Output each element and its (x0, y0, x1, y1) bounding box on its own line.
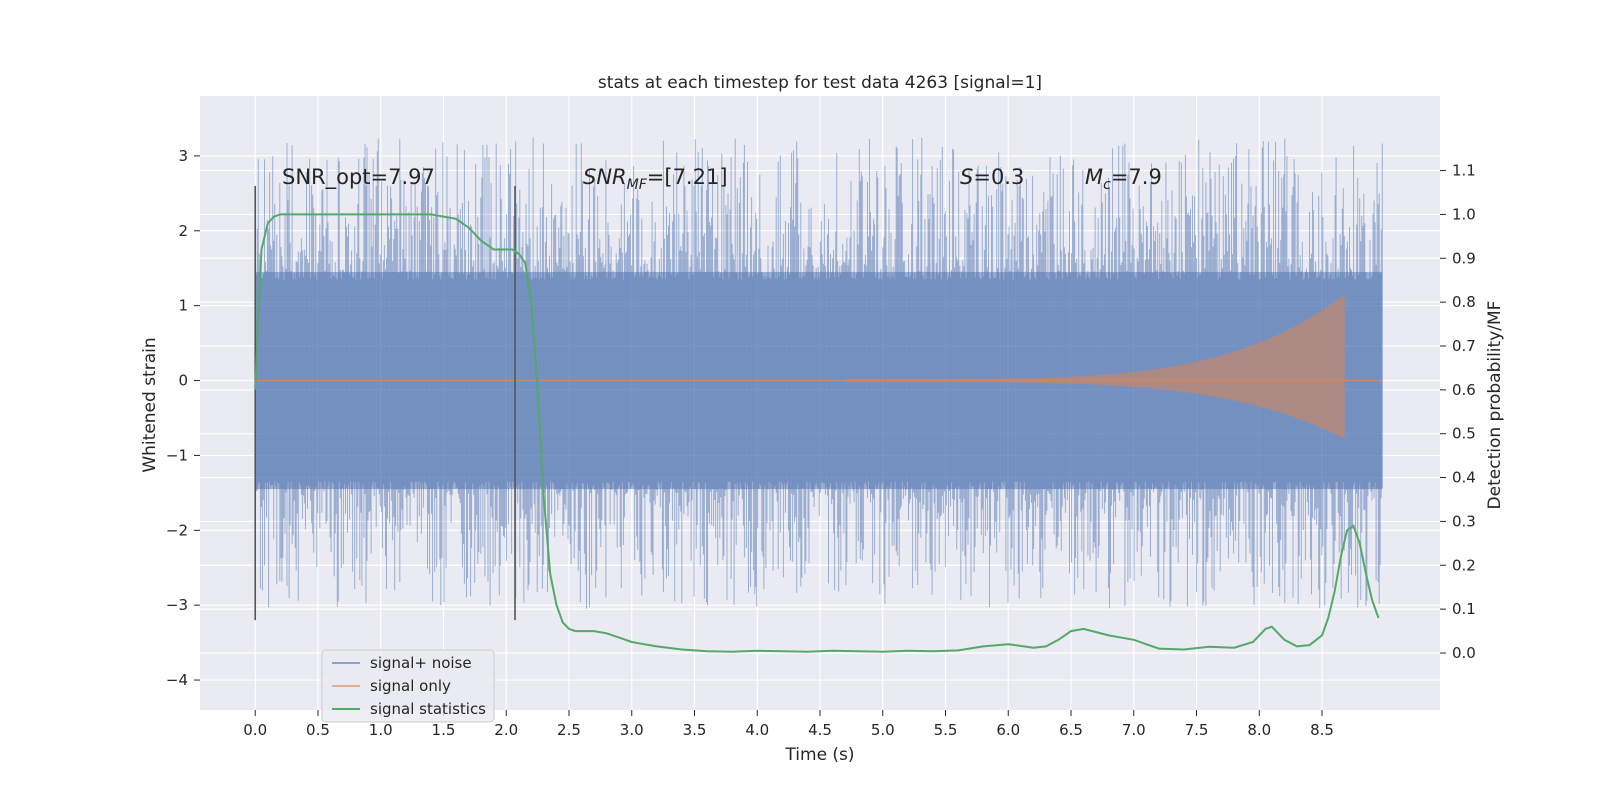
y-tick-label: 1 (178, 297, 188, 315)
y-tick-label: −3 (166, 596, 188, 614)
x-tick-label: 8.0 (1247, 721, 1271, 739)
y-axis-ticks: 3 2 1 0 −1 −2 −3 −4 (166, 147, 200, 689)
x-tick-label: 5.5 (934, 721, 958, 739)
right-y-tick-label: 0.9 (1452, 249, 1476, 267)
x-tick-label: 1.5 (432, 721, 456, 739)
y-tick-label: 3 (178, 147, 188, 165)
y-tick-label: −2 (166, 521, 188, 539)
x-tick-label: 2.0 (494, 721, 518, 739)
annotation-snr-mf-value: =[7.21] (647, 165, 728, 189)
x-tick-label: 3.0 (620, 721, 644, 739)
signal-statistics-series (254, 213, 1380, 653)
x-tick-label: 4.0 (745, 721, 769, 739)
legend-label-signal-statistics: signal statistics (370, 700, 486, 718)
right-y-tick-label: 0.7 (1452, 337, 1476, 355)
signal-only-chirp (845, 294, 1345, 439)
annotation-mc-value: =7.9 (1111, 165, 1162, 189)
x-tick-label: 7.0 (1122, 721, 1146, 739)
right-y-tick-label: 0.0 (1452, 644, 1476, 662)
annotation-s: S=0.3 (960, 165, 1024, 189)
right-y-tick-label: 0.1 (1452, 600, 1476, 618)
x-tick-label: 6.5 (1059, 721, 1083, 739)
x-axis-label: Time (s) (784, 745, 854, 765)
x-tick-label: 1.0 (369, 721, 393, 739)
right-y-tick-label: 1.0 (1452, 205, 1476, 223)
annotation-mc: Mc=7.9 (1085, 165, 1162, 193)
annotation-snr-mf-symbol: SNR (583, 165, 627, 189)
annotation-mc-subscript: c (1103, 177, 1111, 193)
x-tick-label: 8.5 (1310, 721, 1334, 739)
signal-only-series (255, 294, 1383, 439)
right-y-tick-label: 1.1 (1452, 162, 1476, 180)
y-axis-label: Whitened strain (140, 337, 160, 472)
right-y-tick-label: 0.2 (1452, 556, 1476, 574)
right-y-axis-label: Detection probability/MF (1485, 301, 1505, 510)
right-y-tick-label: 0.6 (1452, 381, 1476, 399)
legend-label-signal-plus-noise: signal+ noise (370, 654, 472, 672)
x-tick-label: 0.5 (306, 721, 330, 739)
y-tick-label: −1 (166, 446, 188, 464)
x-tick-label: 3.5 (683, 721, 707, 739)
right-y-tick-label: 0.5 (1452, 425, 1476, 443)
legend-label-signal-only: signal only (370, 677, 451, 695)
annotation-snr-mf-subscript: MF (627, 177, 648, 193)
y-tick-label: 0 (178, 372, 188, 390)
annotation-s-value: =0.3 (973, 165, 1024, 189)
y-tick-label: −4 (166, 671, 188, 689)
chart-title: stats at each timestep for test data 426… (598, 73, 1042, 93)
legend-box (321, 649, 495, 723)
annotation-mc-symbol: M (1085, 165, 1103, 189)
right-y-tick-label: 0.8 (1452, 293, 1476, 311)
x-tick-label: 0.0 (243, 721, 267, 739)
vertical-markers (254, 185, 516, 621)
annotation-s-symbol: S (960, 165, 973, 189)
x-tick-label: 4.5 (808, 721, 832, 739)
x-tick-label: 5.0 (871, 721, 895, 739)
right-y-axis-ticks: 1.1 1.0 0.9 0.8 0.7 0.6 0.5 0.4 0.3 0.2 0.1 0.0 (1440, 162, 1476, 662)
annotation-snr-mf: SNRMF=[7.21] (583, 165, 728, 193)
signal-statistics-line (254, 213, 1380, 653)
x-tick-label: 2.5 (557, 721, 581, 739)
x-tick-label: 6.0 (996, 721, 1020, 739)
y-tick-label: 2 (178, 222, 188, 240)
right-y-tick-label: 0.4 (1452, 469, 1476, 487)
legend: signal+ noise signal only signal statist… (321, 649, 495, 723)
annotation-snr-opt: SNR_opt=7.97 (282, 165, 435, 190)
x-tick-label: 7.5 (1185, 721, 1209, 739)
x-axis-ticks: 0.0 0.5 1.0 1.5 2.0 2.5 3.0 3.5 4.0 4.5 5.0 5.5 6.0 6… (243, 710, 1334, 739)
right-y-tick-label: 0.3 (1452, 512, 1476, 530)
